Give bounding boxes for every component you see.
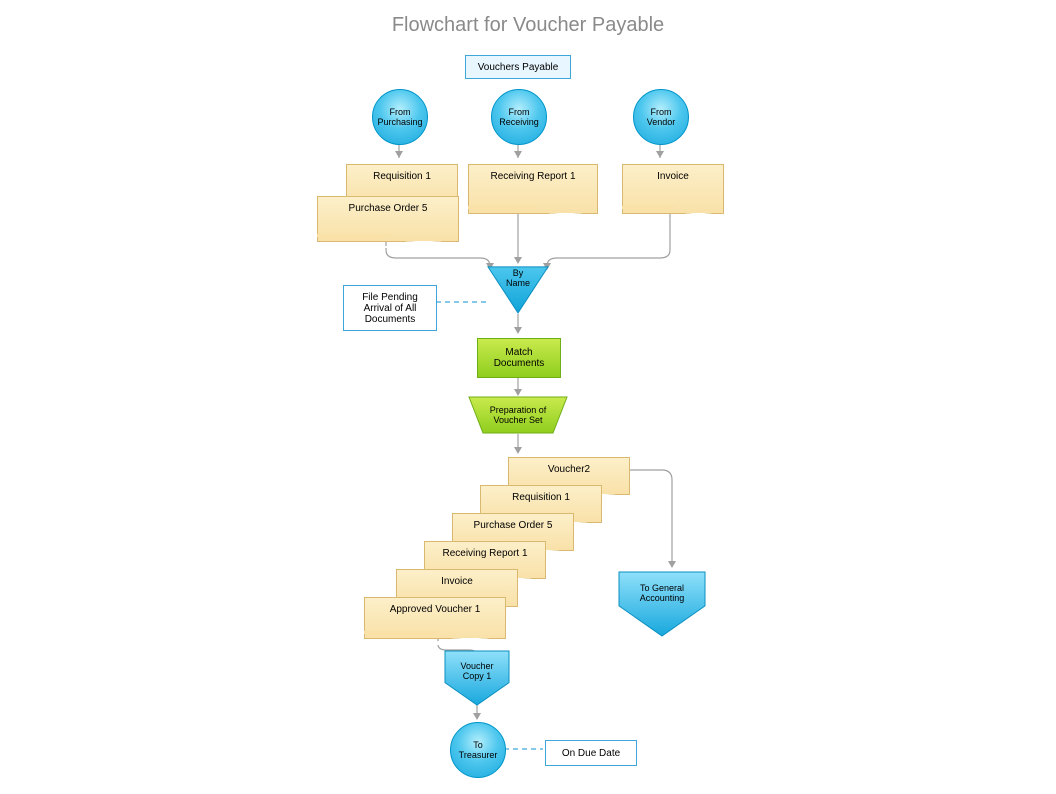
connector-from-receiving: FromReceiving	[491, 89, 547, 145]
connector-from-purchasing: FromPurchasing	[372, 89, 428, 145]
header-vouchers-payable: Vouchers Payable	[465, 55, 571, 79]
doc-purchase-order-5: Purchase Order 5	[317, 196, 459, 242]
connector-to-treasurer: ToTreasurer	[450, 722, 506, 778]
connector-from-vendor: FromVendor	[633, 89, 689, 145]
process-match-documents: MatchDocuments	[477, 338, 561, 378]
doc-invoice: Invoice	[622, 164, 724, 214]
doc-receiving-report-1: Receiving Report 1	[468, 164, 598, 214]
note-on-due-date: On Due Date	[545, 740, 637, 766]
note-file-pending: File PendingArrival of AllDocuments	[343, 285, 437, 331]
doc-stack-approved-voucher1: Approved Voucher 1	[364, 597, 506, 639]
